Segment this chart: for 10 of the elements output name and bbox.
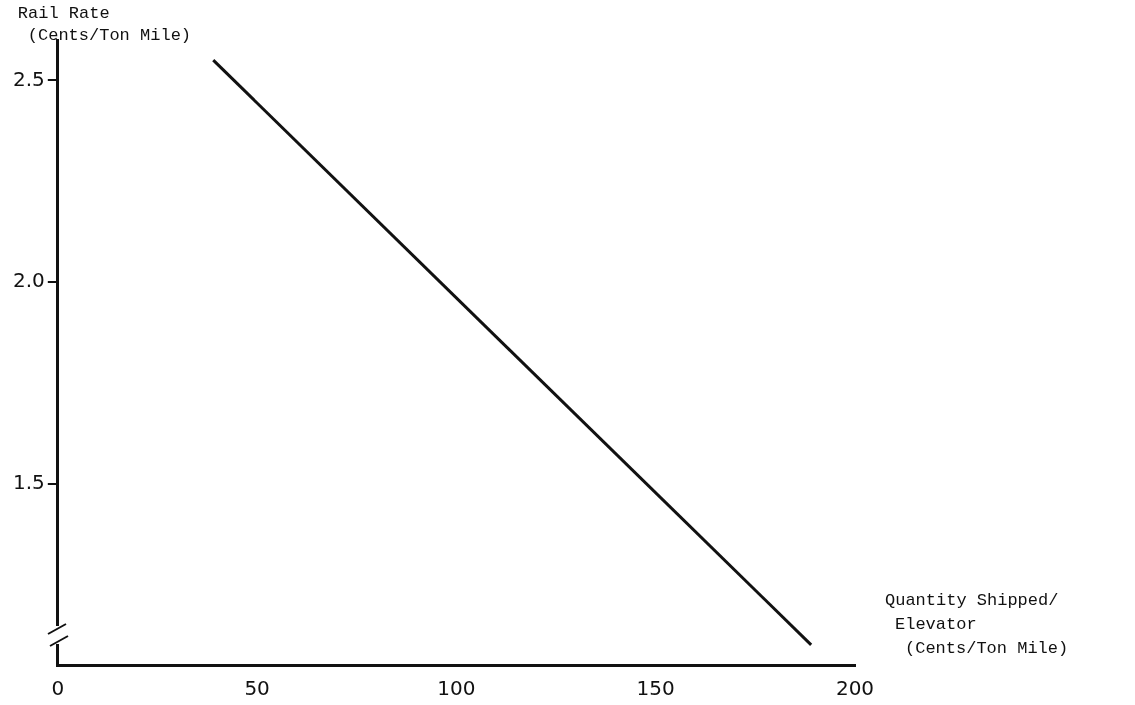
y-tick-label: 2.0 [12,268,45,293]
x-tick-label: 0 [51,676,65,701]
y-axis-title: Rail Rate (Cents/Ton Mile) [17,4,192,45]
x-axis-title: Quantity Shipped/ Elevator (Cents/Ton Mile) [885,591,1069,658]
y-tick-label: 2.5 [12,66,45,91]
x-tick-label: 100 [437,676,476,701]
x-tick-label: 200 [835,676,875,701]
x-tick-label: 150 [636,676,675,701]
x-tick-label: 50 [244,676,270,701]
y-tick-label: 1.5 [12,469,45,494]
